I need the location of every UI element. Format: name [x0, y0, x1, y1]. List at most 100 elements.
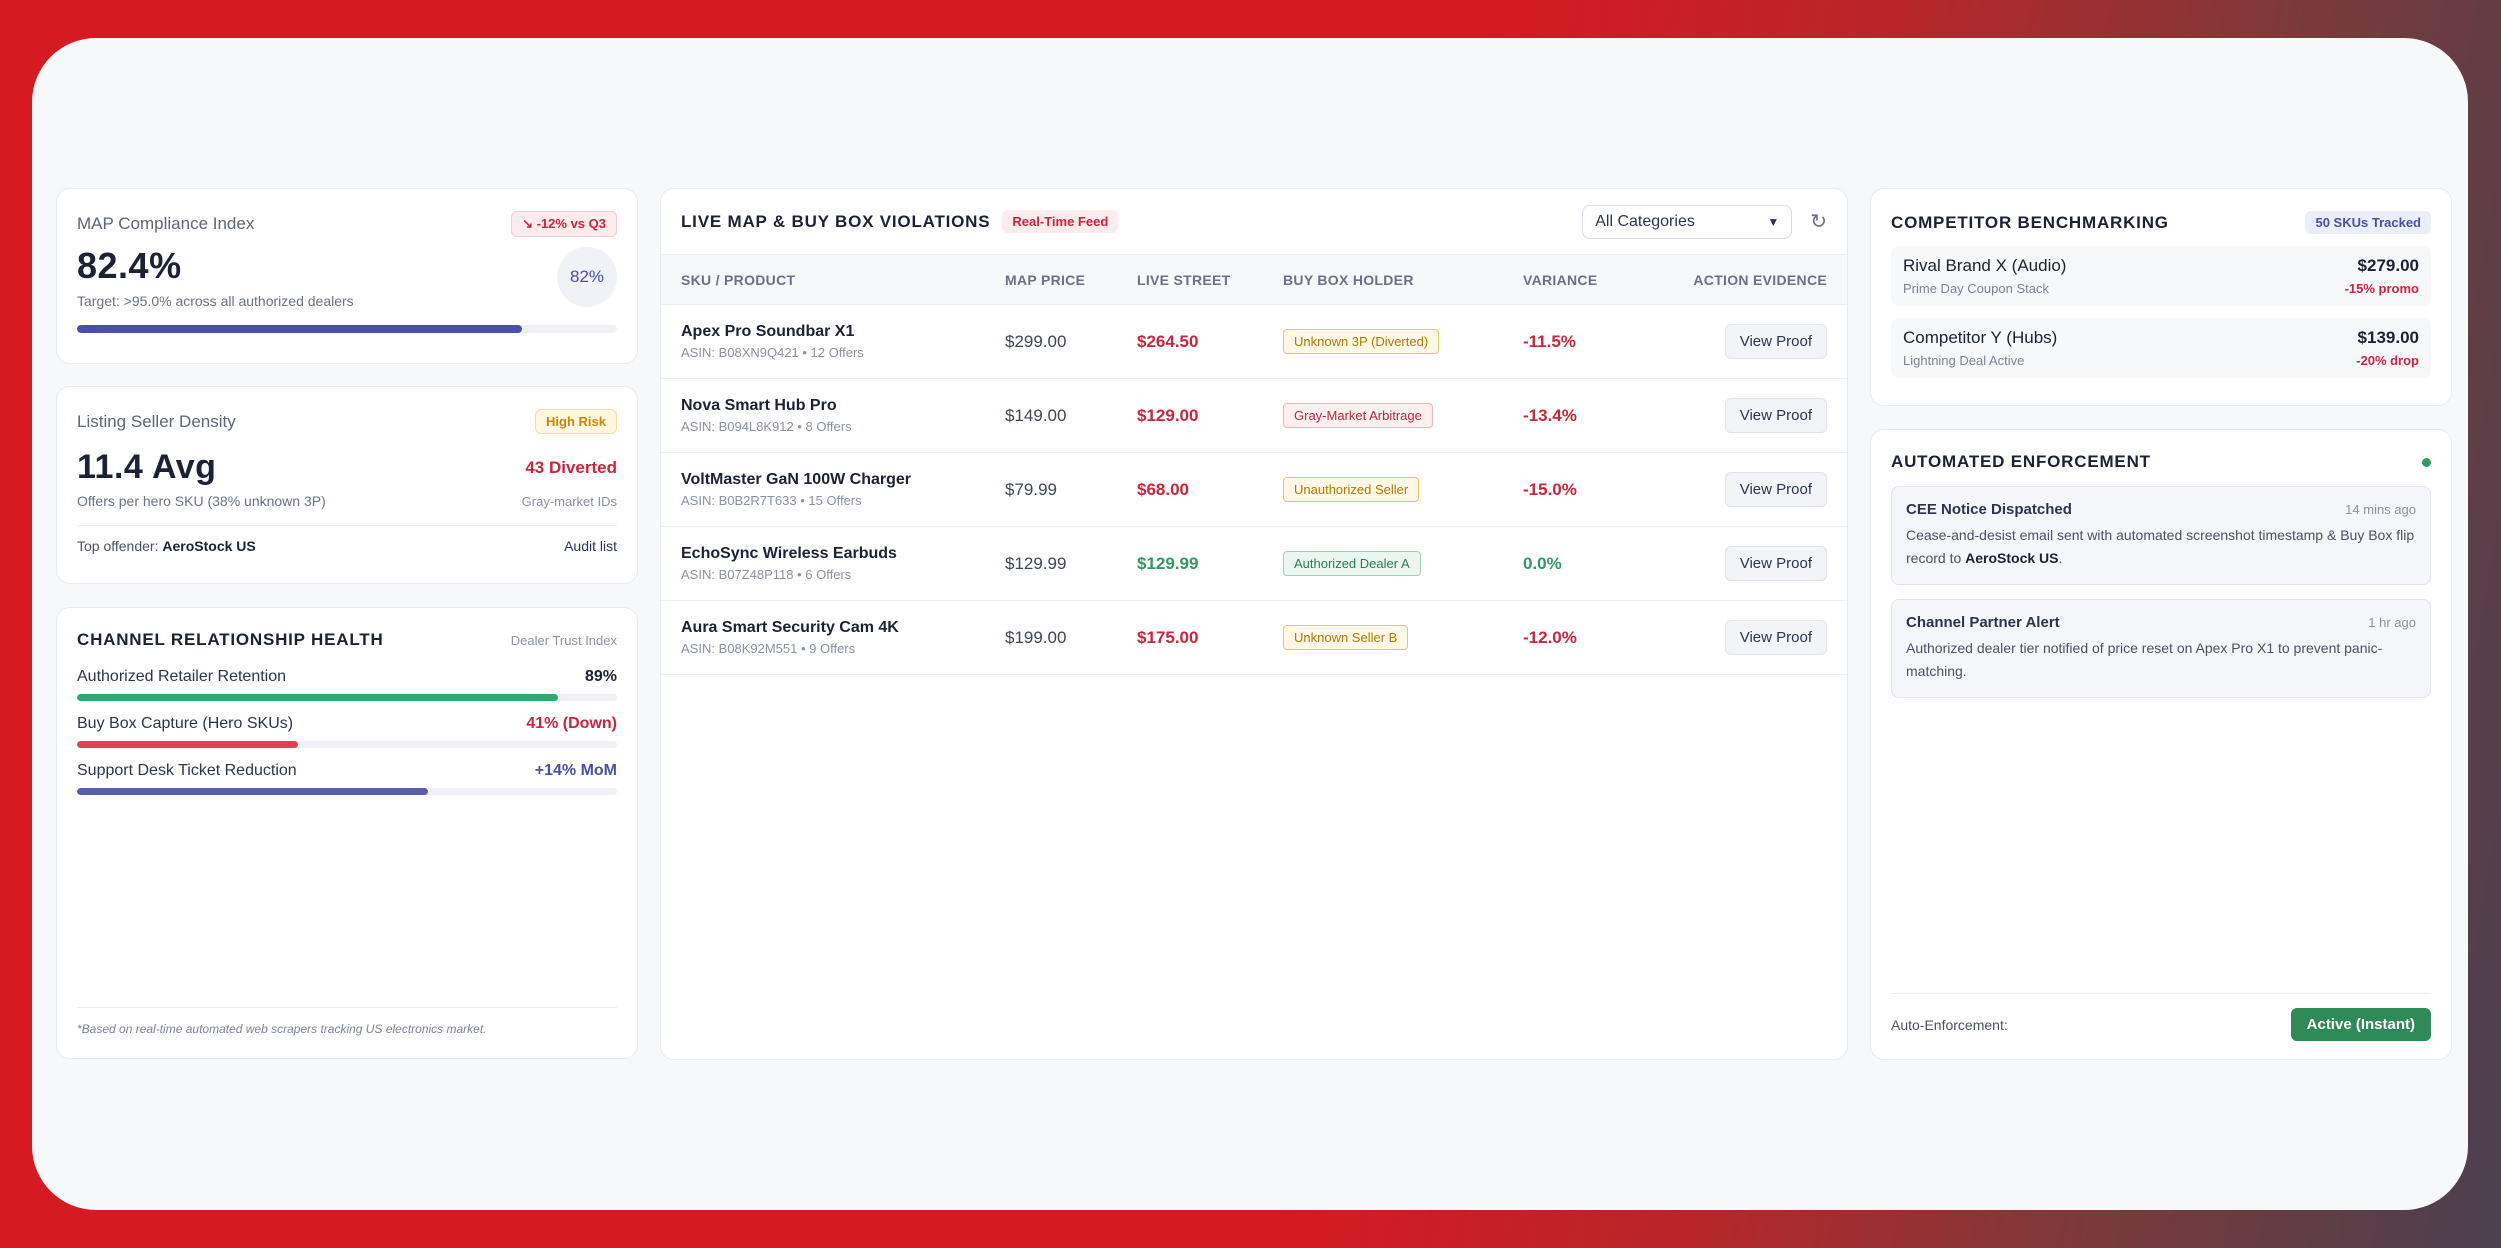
table-body: Apex Pro Soundbar X1 ASIN: B08XN9Q421 • …	[661, 305, 1847, 675]
competitor-name: Competitor Y (Hubs)	[1903, 328, 2058, 347]
audit-list-link[interactable]: Audit list	[564, 538, 617, 554]
product-name: Nova Smart Hub Pro	[681, 397, 837, 414]
health-subtitle: Dealer Trust Index	[510, 632, 617, 648]
dashboard-frame: MAP Compliance Index ↘ -12% vs Q3 82.4% …	[32, 38, 2468, 1210]
live-street-price: $129.99	[1137, 553, 1199, 573]
live-street-price: $129.00	[1137, 405, 1199, 425]
view-proof-button[interactable]: View Proof	[1724, 546, 1827, 581]
alert-title: Channel Partner Alert	[1906, 614, 2060, 631]
metric-bar-fill	[77, 694, 558, 701]
map-price: $199.00	[1005, 627, 1067, 647]
buy-box-holder-badge: Gray-Market Arbitrage	[1283, 403, 1433, 428]
alert-body-bold: AeroStock US	[1965, 550, 2059, 566]
table-row[interactable]: Aura Smart Security Cam 4K ASIN: B08K92M…	[661, 601, 1847, 675]
alert-title: CEE Notice Dispatched	[1906, 501, 2072, 518]
product-cell: VoltMaster GaN 100W Charger ASIN: B0B2R7…	[661, 471, 1005, 508]
competitor-item[interactable]: Competitor Y (Hubs) $139.00 Lightning De…	[1891, 318, 2431, 378]
density-title: Listing Seller Density	[77, 411, 236, 431]
realtime-badge: Real-Time Feed	[1002, 210, 1119, 233]
view-proof-button[interactable]: View Proof	[1724, 324, 1827, 359]
competitor-sub: Lightning Deal Active	[1903, 353, 2025, 368]
product-asin: ASIN: B08XN9Q421 • 12 Offers	[681, 345, 864, 360]
category-select[interactable]: All Categories ▼	[1582, 204, 1793, 239]
benchmark-title: COMPETITOR BENCHMARKING	[1891, 212, 2169, 232]
table-row[interactable]: Nova Smart Hub Pro ASIN: B094L8K912 • 8 …	[661, 379, 1847, 453]
health-metric: Authorized Retailer Retention 89%	[77, 668, 617, 701]
metric-bar-fill	[77, 788, 428, 795]
metric-value: 41% (Down)	[526, 715, 617, 732]
map-compliance-target: Target: >95.0% across all authorized dea…	[77, 293, 354, 309]
diverted-count: 43 Diverted	[525, 457, 617, 477]
col-sku[interactable]: SKU / PRODUCT	[681, 271, 796, 288]
variance: -13.4%	[1523, 405, 1577, 425]
map-trend-badge: ↘ -12% vs Q3	[511, 211, 617, 237]
metric-label: Buy Box Capture (Hero SKUs)	[77, 715, 294, 732]
product-cell: Aura Smart Security Cam 4K ASIN: B08K92M…	[661, 619, 1005, 656]
view-proof-button[interactable]: View Proof	[1724, 620, 1827, 655]
enforcement-card: AUTOMATED ENFORCEMENT CEE Notice Dispatc…	[1870, 429, 2452, 1060]
table-header-row: SKU / PRODUCT MAP PRICE LIVE STREET BUY …	[661, 255, 1847, 305]
view-proof-button[interactable]: View Proof	[1724, 398, 1827, 433]
col-variance[interactable]: VARIANCE	[1523, 271, 1598, 288]
action-cell: View Proof	[1687, 546, 1847, 581]
product-asin: ASIN: B0B2R7T633 • 15 Offers	[681, 493, 862, 508]
metric-bar	[77, 788, 617, 795]
holder-cell: Unknown 3P (Diverted)	[1283, 329, 1523, 354]
competitor-item[interactable]: Rival Brand X (Audio) $279.00 Prime Day …	[1891, 246, 2431, 306]
metric-value: 89%	[584, 668, 617, 685]
variance: 0.0%	[1523, 553, 1562, 573]
variance: -15.0%	[1523, 479, 1577, 499]
product-cell: EchoSync Wireless Earbuds ASIN: B07Z48P1…	[661, 545, 1005, 582]
diverted-sub: Gray-market IDs	[521, 493, 617, 509]
violations-card: LIVE MAP & BUY BOX VIOLATIONS Real-Time …	[660, 188, 1848, 1060]
metric-bar	[77, 694, 617, 701]
map-price: $149.00	[1005, 405, 1067, 425]
refresh-icon[interactable]: ↻	[1810, 211, 1827, 233]
product-cell: Nova Smart Hub Pro ASIN: B094L8K912 • 8 …	[661, 397, 1005, 434]
category-select-value: All Categories	[1595, 212, 1695, 230]
enforcement-alert[interactable]: Channel Partner Alert 1 hr ago Authorize…	[1891, 599, 2431, 698]
live-street-price: $175.00	[1137, 627, 1199, 647]
col-buy-box-holder[interactable]: BUY BOX HOLDER	[1283, 271, 1414, 288]
map-compliance-bar	[77, 325, 617, 333]
col-map-price[interactable]: MAP PRICE	[1005, 271, 1086, 288]
alert-body: Authorized dealer tier notified of price…	[1906, 640, 2383, 679]
product-name: Apex Pro Soundbar X1	[681, 323, 855, 340]
buy-box-holder-badge: Authorized Dealer A	[1283, 551, 1421, 576]
col-action-evidence[interactable]: ACTION EVIDENCE	[1693, 271, 1827, 288]
auto-enforcement-toggle[interactable]: Active (Instant)	[2290, 1008, 2431, 1041]
map-price: $129.99	[1005, 553, 1067, 573]
map-compliance-bar-fill	[77, 325, 522, 333]
channel-health-card: CHANNEL RELATIONSHIP HEALTH Dealer Trust…	[56, 607, 638, 1059]
variance: -11.5%	[1523, 331, 1576, 351]
enforcement-title: AUTOMATED ENFORCEMENT	[1891, 452, 2151, 471]
action-cell: View Proof	[1687, 472, 1847, 507]
holder-cell: Unknown Seller B	[1283, 625, 1523, 650]
seller-density-card: Listing Seller Density High Risk 11.4 Av…	[56, 386, 638, 584]
violations-title: LIVE MAP & BUY BOX VIOLATIONS	[681, 211, 991, 231]
metric-bar	[77, 741, 617, 748]
alert-time: 14 mins ago	[2345, 502, 2416, 517]
metric-bar-fill	[77, 741, 299, 748]
metric-label: Authorized Retailer Retention	[77, 668, 287, 685]
status-dot-icon	[2422, 457, 2431, 467]
view-proof-button[interactable]: View Proof	[1724, 472, 1827, 507]
enforcement-alert[interactable]: CEE Notice Dispatched 14 mins ago Cease-…	[1891, 486, 2431, 585]
competitor-price: $279.00	[2357, 256, 2419, 275]
alert-body-text: Cease-and-desist email sent with automat…	[1906, 527, 2415, 566]
auto-enforcement-label: Auto-Enforcement:	[1891, 1016, 2008, 1033]
product-cell: Apex Pro Soundbar X1 ASIN: B08XN9Q421 • …	[661, 323, 1005, 360]
health-divider	[77, 1007, 617, 1008]
product-name: EchoSync Wireless Earbuds	[681, 545, 897, 562]
table-row[interactable]: Apex Pro Soundbar X1 ASIN: B08XN9Q421 • …	[661, 305, 1847, 379]
product-asin: ASIN: B094L8K912 • 8 Offers	[681, 419, 852, 434]
col-live-street[interactable]: LIVE STREET	[1137, 271, 1231, 288]
product-name: VoltMaster GaN 100W Charger	[681, 471, 911, 488]
health-title: CHANNEL RELATIONSHIP HEALTH	[77, 630, 384, 649]
table-row[interactable]: VoltMaster GaN 100W Charger ASIN: B0B2R7…	[661, 453, 1847, 527]
competitor-price: $139.00	[2357, 328, 2419, 347]
product-asin: ASIN: B07Z48P118 • 6 Offers	[681, 567, 852, 582]
alert-body-tail: .	[2058, 550, 2063, 566]
table-row[interactable]: EchoSync Wireless Earbuds ASIN: B07Z48P1…	[661, 527, 1847, 601]
benchmark-card: COMPETITOR BENCHMARKING 50 SKUs Tracked …	[1870, 188, 2452, 406]
